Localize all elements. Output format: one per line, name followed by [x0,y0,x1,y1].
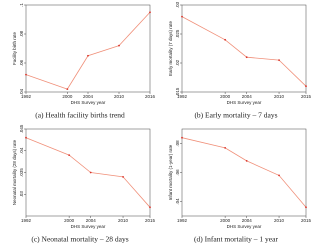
data-point [25,136,27,139]
x-tick-label: 2015 [301,218,312,223]
x-axis-title: DHS Survey year [227,224,262,229]
x-tick-label: 2010 [274,94,285,99]
x-tick-label: 2010 [118,218,129,223]
x-tick-label: 2000 [220,218,231,223]
data-point [66,88,69,90]
x-tick-label: 2000 [220,94,231,99]
caption: (b) Early mortality – 7 days [194,111,277,120]
x-tick-label: 2016 [145,94,156,99]
figure: .04 .06 .08 .1 1992 2000 2004 2010 2016 DHS Surve… [12,1,312,244]
data-point [149,206,151,209]
data-point [278,174,280,177]
x-axis-title: DHS Survey year [71,224,106,229]
caption: (d) Infant mortality – 1 year [194,235,278,244]
y-axis-title: Infant mortality (1-year) rate [168,144,173,200]
data-point [305,85,307,88]
data-point [68,154,71,157]
data-point [89,171,92,174]
y-tick-label: .08 [19,30,24,37]
y-tick-label: .02 [175,59,180,66]
x-tick-label: 2010 [274,218,285,223]
x-tick-label: 2015 [301,94,312,99]
y-tick-label: .03 [19,191,24,198]
x-tick-label: 2004 [86,218,97,223]
data-point [87,54,89,57]
y-tick-label: .03 [175,1,180,8]
data-point [181,15,183,18]
data-point [305,206,307,209]
data-point [245,56,248,59]
x-tick-label: 2004 [242,94,253,99]
plot-frame [25,128,151,217]
x-tick-label: 2000 [62,94,73,99]
data-point [224,146,227,149]
x-axis-title: DHS Survey year [227,100,262,105]
y-tick-label: .025 [175,29,180,38]
y-tick-label: .06 [175,169,180,176]
plot-frame [181,4,307,93]
y-tick-label: .1 [19,3,24,7]
x-tick-label: 2004 [83,94,94,99]
data-point [181,136,183,139]
x-tick-label: 1992 [177,218,188,223]
y-tick-label: .04 [19,147,24,154]
data-point [149,11,151,14]
x-tick-label: 2010 [114,94,125,99]
x-tick-label: 1992 [21,218,32,223]
y-tick-label: .08 [175,140,180,147]
x-tick-label: 1992 [177,94,188,99]
y-axis-title: Facility birth rate [12,32,17,66]
data-point [118,44,120,47]
caption: (a) Health facility births trend [35,111,125,120]
data-line [25,137,151,208]
data-line [181,16,307,87]
y-tick-label: .04 [175,198,180,205]
plot-frame [25,4,151,93]
caption: (c) Neonatal mortality – 28 days [31,235,128,244]
y-tick-label: .035 [19,168,24,177]
x-tick-label: 2000 [64,218,75,223]
x-axis-title: DHS Survey year [71,100,106,105]
data-point [25,73,27,76]
x-tick-label: 1992 [21,94,32,99]
data-point [278,59,280,61]
y-tick-label: .04 [19,88,24,95]
data-point [224,38,227,41]
y-axis-title: Early mortality (7 days) rate [168,20,173,76]
data-point [245,160,248,162]
x-tick-label: 2004 [242,218,253,223]
data-point [122,175,124,178]
y-tick-label: .06 [19,59,24,66]
data-line [25,11,151,90]
y-tick-label: .045 [19,124,24,133]
data-line [181,137,307,208]
y-tick-label: .015 [175,87,180,96]
y-axis-title: Neonatal mortality (28 days) rate [12,139,17,205]
x-tick-label: 2015 [145,218,156,223]
